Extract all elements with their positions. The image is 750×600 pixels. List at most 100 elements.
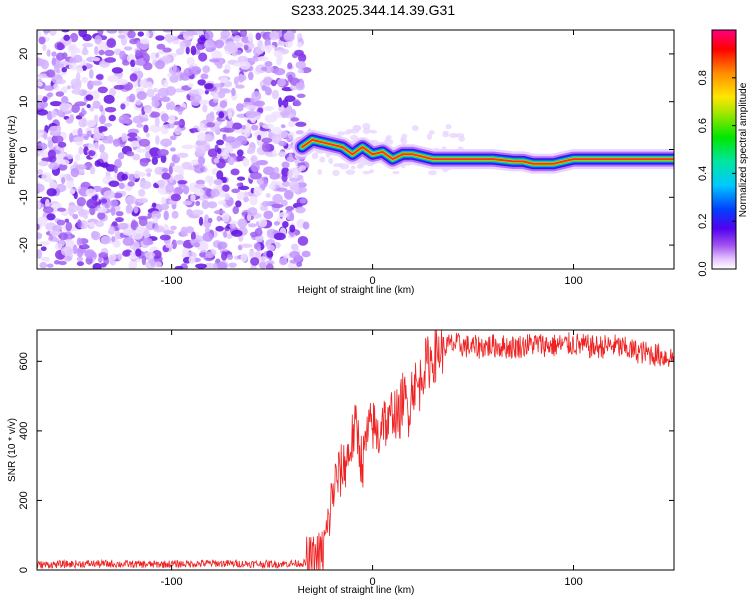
noise-speck bbox=[127, 132, 138, 138]
noise-speck bbox=[170, 193, 182, 202]
noise-speck bbox=[221, 212, 230, 223]
noise-speck bbox=[273, 50, 283, 58]
noise-speck bbox=[150, 260, 156, 267]
noise-speck bbox=[86, 103, 91, 109]
spectrogram-y-axis-label: Frequency (Hz) bbox=[7, 116, 18, 185]
noise-speck bbox=[132, 115, 145, 124]
y-tick-label-0: 0 bbox=[18, 567, 30, 573]
noise-speck bbox=[204, 40, 215, 49]
noise-speck bbox=[221, 251, 228, 261]
noise-speck bbox=[135, 99, 142, 106]
noise-speck bbox=[104, 106, 117, 113]
noise-speck bbox=[52, 135, 64, 144]
noise-speck bbox=[294, 49, 304, 56]
noise-speck bbox=[137, 31, 144, 37]
noise-speck bbox=[70, 167, 80, 178]
noise-speck bbox=[76, 247, 84, 258]
noise-speck bbox=[182, 200, 193, 206]
colorbar-tick-label-3: 0.6 bbox=[697, 118, 709, 133]
noise-speck bbox=[273, 232, 286, 241]
noise-speck bbox=[118, 114, 130, 124]
noise-speck bbox=[86, 198, 99, 209]
noise-speck bbox=[146, 88, 155, 98]
noise-speck bbox=[150, 111, 161, 118]
noise-speck bbox=[228, 262, 237, 268]
noise-speck bbox=[260, 44, 266, 52]
noise-speck bbox=[240, 253, 248, 263]
noise-speck bbox=[411, 125, 419, 131]
noise-speck bbox=[264, 114, 276, 123]
noise-speck bbox=[296, 42, 303, 48]
noise-speck bbox=[219, 127, 231, 133]
noise-speck bbox=[109, 199, 119, 207]
noise-speck bbox=[60, 246, 73, 257]
noise-speck bbox=[38, 36, 46, 45]
noise-speck bbox=[151, 202, 157, 208]
noise-speck bbox=[216, 139, 225, 146]
noise-speck bbox=[188, 255, 196, 265]
x-tick-label-2: 100 bbox=[564, 275, 582, 287]
noise-speck bbox=[172, 165, 185, 174]
noise-speck bbox=[295, 81, 305, 91]
noise-speck bbox=[112, 138, 121, 147]
noise-speck bbox=[100, 235, 111, 245]
noise-speck bbox=[250, 155, 258, 164]
noise-speck bbox=[159, 203, 170, 211]
noise-speck bbox=[140, 37, 149, 45]
noise-speck bbox=[107, 134, 114, 144]
noise-speck bbox=[142, 237, 153, 246]
noise-speck bbox=[232, 206, 240, 215]
noise-speck bbox=[247, 207, 258, 217]
noise-speck bbox=[272, 193, 283, 204]
noise-speck bbox=[53, 260, 61, 265]
noise-speck bbox=[295, 206, 306, 214]
noise-speck bbox=[121, 173, 128, 181]
noise-speck bbox=[149, 124, 162, 133]
noise-speck bbox=[317, 169, 323, 175]
noise-speck bbox=[337, 131, 345, 136]
noise-speck bbox=[256, 159, 268, 166]
noise-speck bbox=[63, 34, 71, 41]
noise-speck bbox=[204, 134, 213, 143]
noise-speck bbox=[67, 204, 80, 213]
noise-speck bbox=[352, 124, 362, 132]
noise-speck bbox=[42, 96, 48, 103]
x-tick-label-1: 0 bbox=[370, 576, 376, 588]
x-tick-label-1: 0 bbox=[370, 275, 376, 287]
noise-speck bbox=[117, 222, 129, 230]
noise-speck bbox=[299, 178, 304, 183]
noise-speck bbox=[209, 58, 220, 63]
noise-speck bbox=[91, 90, 100, 101]
noise-speck bbox=[257, 56, 269, 62]
noise-speck bbox=[162, 47, 172, 53]
noise-speck bbox=[40, 246, 47, 252]
noise-speck bbox=[130, 220, 139, 231]
noise-speck bbox=[200, 73, 209, 80]
noise-speck bbox=[129, 73, 138, 82]
noise-speck bbox=[242, 157, 250, 167]
noise-speck bbox=[49, 125, 62, 133]
noise-speck bbox=[113, 165, 118, 174]
noise-speck bbox=[42, 44, 47, 51]
noise-speck bbox=[202, 232, 214, 242]
spectrogram-y-ticks: -20 -10 0 10 20 bbox=[18, 48, 674, 253]
noise-speck bbox=[204, 30, 214, 40]
noise-speck bbox=[51, 225, 63, 232]
noise-speck bbox=[258, 256, 268, 263]
noise-speck bbox=[187, 83, 194, 88]
snr-y-ticks: 0 200 400 600 bbox=[18, 352, 674, 573]
noise-speck bbox=[127, 128, 140, 134]
noise-speck bbox=[92, 57, 101, 62]
y-tick-label-1: -10 bbox=[18, 189, 30, 205]
noise-speck bbox=[68, 62, 77, 71]
noise-speck bbox=[216, 262, 228, 269]
noise-speck bbox=[273, 166, 280, 174]
noise-speck bbox=[37, 223, 40, 231]
noise-speck bbox=[99, 104, 104, 112]
snr-y-axis-label: SNR (10 * v/v) bbox=[7, 418, 18, 482]
noise-speck bbox=[213, 157, 220, 164]
noise-speck bbox=[262, 123, 274, 129]
noise-speck bbox=[143, 106, 152, 114]
noise-speck bbox=[145, 31, 150, 38]
noise-speck bbox=[204, 83, 214, 90]
